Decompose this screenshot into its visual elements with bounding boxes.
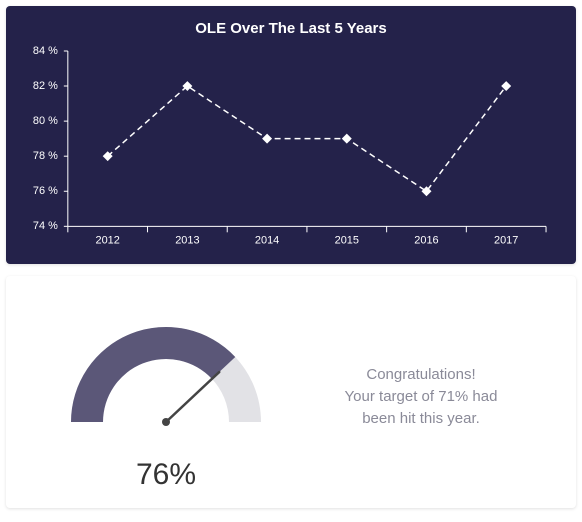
gauge-message: Congratulations! Your target of 71% had …: [296, 364, 546, 429]
gauge-msg-line1: Congratulations!: [366, 366, 475, 383]
svg-text:2016: 2016: [414, 234, 438, 246]
svg-text:74 %: 74 %: [33, 220, 58, 232]
svg-text:80 %: 80 %: [33, 115, 58, 127]
svg-text:82 %: 82 %: [33, 80, 58, 92]
gauge-msg-line3: been hit this year.: [362, 410, 480, 427]
svg-text:2013: 2013: [175, 234, 199, 246]
ole-line-chart-card: OLE Over The Last 5 Years 74 % 76 % 78 % 80…: [6, 6, 576, 264]
gauge-msg-line2: Your target of 71% had: [345, 388, 498, 405]
chart-plot-area: 74 % 76 % 78 % 80 % 82 % 84 % 2012 2013 2014 2015…: [22, 45, 560, 255]
gauge-value: 76%: [136, 458, 196, 492]
svg-text:2014: 2014: [255, 234, 279, 246]
svg-text:84 %: 84 %: [33, 45, 58, 57]
svg-text:76 %: 76 %: [33, 185, 58, 197]
svg-text:2015: 2015: [335, 234, 359, 246]
svg-text:2012: 2012: [96, 234, 120, 246]
svg-text:78 %: 78 %: [33, 150, 58, 162]
gauge-card: 76% Congratulations! Your target of 71% …: [6, 276, 576, 508]
svg-text:2017: 2017: [494, 234, 518, 246]
chart-title: OLE Over The Last 5 Years: [22, 20, 560, 37]
gauge-graphic: 76%: [36, 302, 296, 492]
